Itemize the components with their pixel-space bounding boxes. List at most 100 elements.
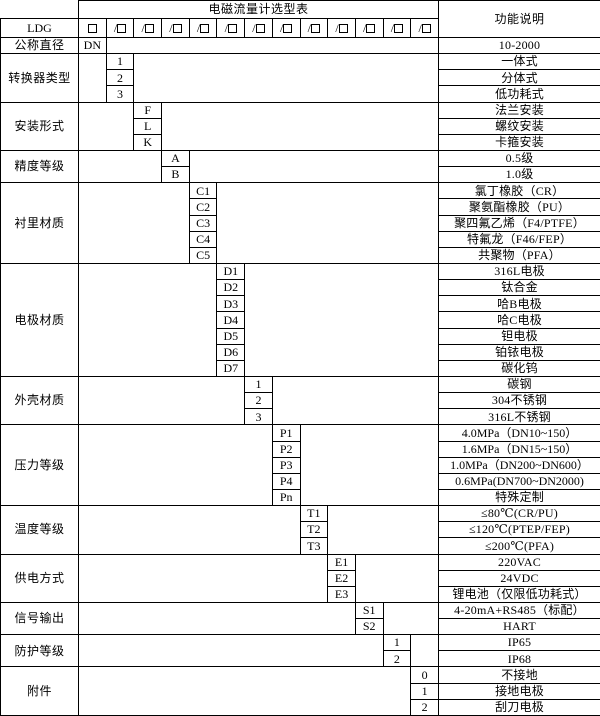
code-cell[interactable]: 2: [410, 698, 439, 716]
description-cell: 0.6MPa(DN700~DN2000): [438, 472, 600, 490]
table-row: D5 钽电极: [1, 327, 600, 345]
code-box-2[interactable]: /: [133, 18, 163, 38]
right-spacer: [105, 36, 440, 55]
description-cell: 低功耗式: [438, 85, 600, 103]
group-label-7: 压力等级: [0, 424, 79, 507]
code-cell[interactable]: 1: [244, 375, 273, 394]
code-cell[interactable]: D6: [216, 343, 246, 361]
code-cell[interactable]: 1: [382, 634, 412, 652]
code-cell[interactable]: 3: [244, 408, 273, 426]
code-cell[interactable]: D1: [216, 262, 246, 281]
code-box-9[interactable]: /: [327, 18, 356, 38]
code-cell[interactable]: K: [133, 133, 163, 151]
table-row: 电极材质 D1 316L电极: [0, 262, 600, 377]
left-spacer: [77, 553, 329, 603]
description-cell: 铂铱电极: [438, 343, 600, 361]
table-row: 防护等级 1 IP65: [0, 634, 600, 668]
left-spacer: [78, 601, 356, 636]
description-cell: 1.0MPa（DN200~DN600）: [438, 456, 600, 474]
group-label-8: 温度等级: [0, 505, 79, 555]
code-box-0[interactable]: [78, 18, 107, 38]
code-cell[interactable]: Pn: [271, 488, 301, 507]
code-cell[interactable]: 1: [105, 53, 135, 71]
code-cell[interactable]: C5: [188, 246, 218, 264]
code-cell[interactable]: S1: [354, 601, 384, 620]
code-cell[interactable]: S2: [354, 618, 384, 636]
description-cell: 分体式: [438, 69, 600, 87]
code-cell[interactable]: 1: [410, 682, 439, 700]
group-label-2: 安装形式: [0, 101, 79, 151]
group-label-4: 衬里材质: [0, 182, 79, 264]
code-box-5[interactable]: /: [216, 18, 246, 38]
description-cell: 4.0MPa（DN10~150）: [438, 424, 600, 442]
code-cell[interactable]: DN: [78, 36, 107, 55]
code-cell[interactable]: P4: [271, 472, 301, 490]
code-cell[interactable]: D7: [216, 359, 246, 377]
table-row: D2 钛合金: [1, 279, 600, 297]
code-cell[interactable]: 3: [105, 85, 135, 103]
left-spacer: [77, 262, 218, 377]
group-label-0: 公称直径: [0, 36, 79, 55]
table-row: D7 碳化钨: [1, 359, 600, 377]
square-icon: [144, 23, 154, 33]
code-cell[interactable]: 2: [382, 650, 412, 668]
description-cell: 哈B电极: [438, 295, 600, 313]
code-cell[interactable]: C2: [188, 198, 218, 216]
right-spacer: [271, 375, 440, 426]
slash-separator: /: [141, 21, 145, 35]
description-cell: 接地电极: [438, 682, 600, 700]
square-icon: [421, 23, 431, 33]
square-icon: [255, 23, 265, 33]
code-cell[interactable]: 0: [410, 666, 439, 684]
code-cell[interactable]: E2: [327, 569, 356, 587]
code-cell[interactable]: C4: [188, 230, 218, 248]
code-box-10[interactable]: /: [354, 18, 384, 38]
right-spacer: [382, 601, 440, 636]
code-cell[interactable]: D3: [216, 295, 246, 313]
model-prefix-cell: LDG: [0, 18, 79, 38]
code-box-3[interactable]: /: [161, 18, 190, 38]
square-icon: [200, 23, 210, 33]
description-cell: 法兰安装: [438, 101, 600, 119]
code-box-1[interactable]: /: [105, 18, 135, 38]
code-cell[interactable]: P2: [271, 440, 301, 458]
code-cell[interactable]: 2: [244, 392, 273, 410]
code-cell[interactable]: P1: [271, 424, 301, 442]
code-cell[interactable]: F: [133, 101, 163, 119]
code-cell[interactable]: D4: [216, 311, 246, 329]
square-icon: [227, 23, 237, 33]
code-cell[interactable]: C3: [188, 214, 218, 232]
code-cell[interactable]: E1: [327, 553, 356, 571]
code-cell[interactable]: D5: [216, 327, 246, 345]
code-cell[interactable]: C1: [188, 182, 218, 200]
code-cell[interactable]: D2: [216, 279, 246, 297]
code-cell[interactable]: B: [161, 166, 190, 184]
table-row: 温度等级 T1 ≤80℃(CR/PU): [0, 505, 600, 555]
group-label-12: 附件: [0, 666, 79, 716]
code-cell[interactable]: T1: [299, 505, 329, 523]
group-label-3: 精度等级: [0, 149, 79, 184]
description-cell: 共聚物（PFA）: [438, 246, 600, 264]
code-cell[interactable]: P3: [271, 456, 301, 474]
square-icon: [394, 23, 404, 33]
code-cell[interactable]: 2: [105, 69, 135, 87]
group-label-5: 电极材质: [0, 262, 79, 377]
code-cell[interactable]: T2: [299, 521, 329, 539]
code-box-8[interactable]: /: [299, 18, 329, 38]
code-cell[interactable]: T3: [299, 537, 329, 555]
code-cell[interactable]: E3: [327, 585, 356, 603]
code-box-11[interactable]: /: [382, 18, 412, 38]
table-row: 2 分体式: [1, 69, 600, 87]
code-box-12[interactable]: /: [410, 18, 439, 38]
table-row: 信号输出 S1 4-20mA+RS485（标配）: [0, 601, 600, 636]
right-spacer: [327, 505, 439, 555]
table-row: 压力等级 P1 4.0MPa（DN10~150）: [0, 424, 600, 507]
code-cell[interactable]: L: [133, 117, 163, 135]
code-box-6[interactable]: /: [244, 18, 273, 38]
code-box-7[interactable]: /: [271, 18, 301, 38]
code-box-4[interactable]: /: [188, 18, 218, 38]
code-cell[interactable]: A: [161, 149, 190, 168]
table-title: 电磁流量计选型表: [78, 0, 439, 19]
left-spacer: [78, 505, 301, 555]
